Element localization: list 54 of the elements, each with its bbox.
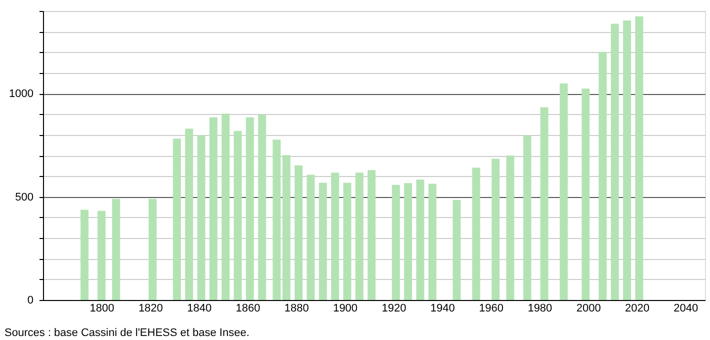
bar <box>258 114 266 300</box>
source-note: Sources : base Cassini de l'EHESS et base Insee. <box>4 327 250 339</box>
bar <box>523 135 532 300</box>
bar <box>306 174 315 300</box>
bar <box>404 183 412 300</box>
x-tick-label: 1920 <box>382 302 406 314</box>
y-tick-label: 1000 <box>9 88 34 100</box>
x-tick-label: 1820 <box>138 302 163 314</box>
bar <box>222 114 230 300</box>
bar <box>209 117 218 300</box>
bar <box>331 172 340 300</box>
bar <box>272 140 281 300</box>
bar <box>112 198 120 300</box>
x-tick-label: 1880 <box>284 302 309 314</box>
bar <box>355 172 364 300</box>
bar <box>294 165 303 300</box>
bar <box>282 155 290 300</box>
bar <box>185 128 194 300</box>
bar <box>452 200 461 300</box>
bar <box>610 24 619 300</box>
bar <box>635 16 644 300</box>
x-tick-label: 2020 <box>625 302 650 314</box>
bar <box>506 156 514 300</box>
y-tick-label: 0 <box>27 294 34 306</box>
x-tick-label: 2000 <box>576 302 601 314</box>
bar <box>540 107 548 300</box>
bar <box>172 138 181 300</box>
bar <box>598 52 607 300</box>
bar <box>318 182 327 300</box>
x-tick-label: 1960 <box>479 302 504 314</box>
y-tick-label: 500 <box>15 191 34 204</box>
bar <box>623 20 632 300</box>
bar <box>492 158 500 300</box>
bar <box>197 135 206 300</box>
x-tick-label: 1800 <box>90 302 114 314</box>
bar <box>428 184 436 300</box>
x-tick-label: 1840 <box>187 302 212 314</box>
bar <box>368 170 376 300</box>
bar <box>343 182 352 300</box>
bar <box>472 168 480 300</box>
bar <box>98 210 106 300</box>
bar <box>246 117 254 300</box>
bar <box>582 88 590 300</box>
x-tick-label: 2040 <box>674 302 698 314</box>
bar <box>416 180 424 300</box>
x-tick-label: 1860 <box>236 302 260 314</box>
bar <box>148 198 157 300</box>
x-tick-label: 1980 <box>528 302 552 314</box>
bar <box>392 184 400 300</box>
x-tick-label: 1940 <box>430 302 455 314</box>
bar <box>560 83 568 300</box>
bar <box>234 130 242 300</box>
bar <box>80 210 88 300</box>
x-tick-label: 1900 <box>333 302 358 314</box>
